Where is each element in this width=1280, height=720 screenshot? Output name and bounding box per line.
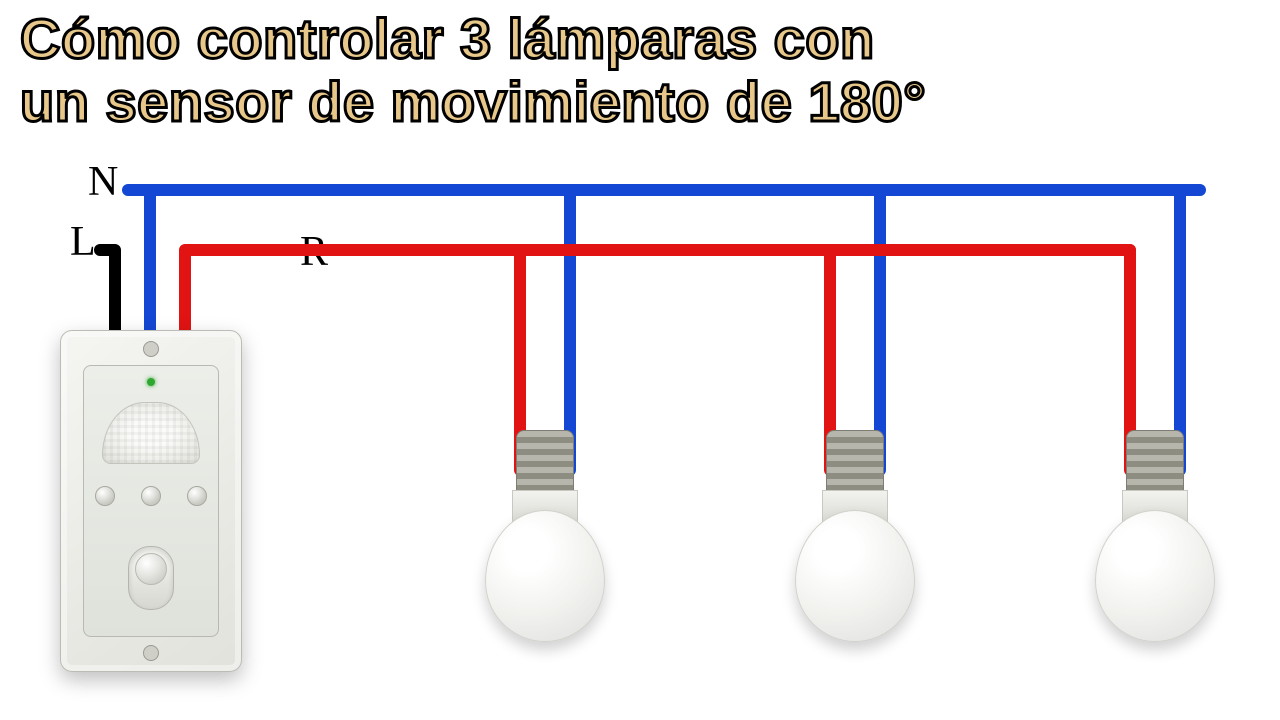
bulb-socket-icon bbox=[516, 430, 574, 494]
bulb-socket-icon bbox=[1126, 430, 1184, 494]
led-icon bbox=[147, 378, 155, 386]
lamp-3 bbox=[1085, 430, 1225, 650]
wire-return-from-sensor bbox=[185, 250, 1130, 336]
bulb-glass-icon bbox=[795, 510, 915, 642]
knob-icon bbox=[187, 486, 207, 506]
bulb-glass-icon bbox=[485, 510, 605, 642]
knob-icon bbox=[141, 486, 161, 506]
override-switch-icon bbox=[128, 546, 174, 610]
motion-sensor-switch bbox=[60, 330, 242, 672]
wire-line bbox=[100, 250, 115, 336]
knob-icon bbox=[95, 486, 115, 506]
sensor-inner-plate bbox=[83, 365, 219, 637]
adjustment-knobs bbox=[84, 486, 218, 506]
pir-lens-icon bbox=[102, 402, 200, 464]
lamp-2 bbox=[785, 430, 925, 650]
screw-icon bbox=[143, 645, 159, 661]
lamp-1 bbox=[475, 430, 615, 650]
bulb-socket-icon bbox=[826, 430, 884, 494]
bulb-glass-icon bbox=[1095, 510, 1215, 642]
screw-icon bbox=[143, 341, 159, 357]
